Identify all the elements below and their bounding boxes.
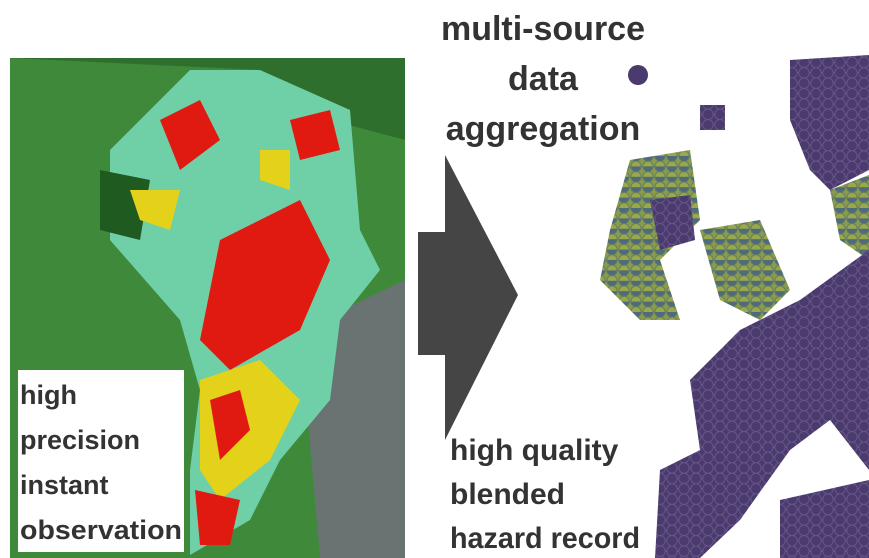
label-line: observation	[20, 515, 182, 545]
arrow	[418, 155, 518, 440]
label-line: data	[508, 60, 579, 98]
label-line: blended	[450, 478, 565, 511]
satellite-image	[10, 58, 405, 558]
label-line: multi-source	[441, 10, 645, 48]
label-line: precision	[20, 425, 140, 455]
left-label: high precision instant observation	[20, 380, 182, 545]
hex-map	[600, 55, 869, 558]
label-line: high quality	[450, 434, 619, 467]
right-label: high quality blended hazard record	[450, 434, 640, 555]
label-line: aggregation	[446, 110, 641, 148]
label-line: instant	[20, 470, 109, 500]
center-label: multi-source data aggregation	[441, 10, 645, 148]
label-line: hazard record	[450, 522, 640, 555]
label-line: high	[20, 380, 77, 410]
label-box	[18, 370, 184, 552]
